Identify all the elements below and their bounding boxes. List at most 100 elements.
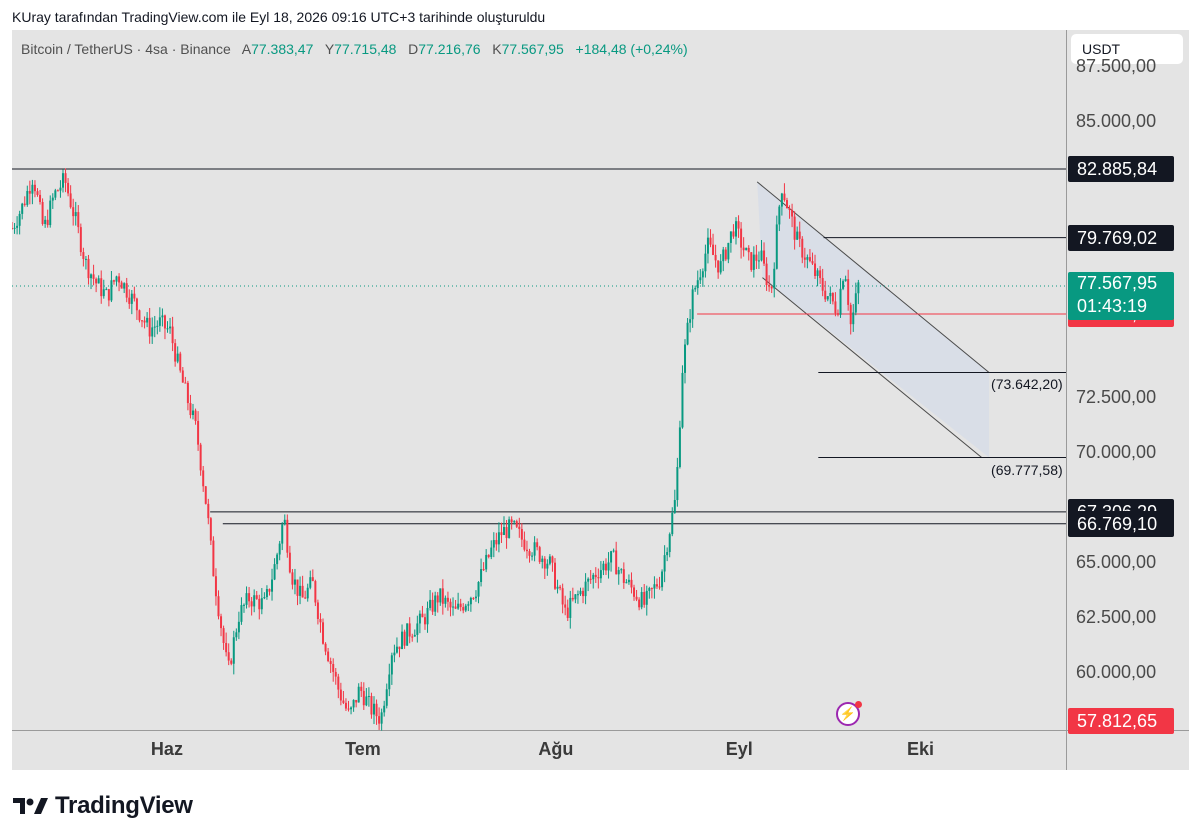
candle-body: [202, 470, 205, 487]
candle-body: [564, 604, 567, 608]
candle-body: [500, 532, 503, 536]
candle-body: [737, 221, 740, 229]
channel-target-label: (69.777,58): [991, 461, 1063, 478]
candle-body: [538, 547, 541, 562]
candle-body: [378, 716, 381, 724]
candle-body: [56, 190, 59, 192]
candle-body: [158, 317, 161, 326]
candle-body: [135, 298, 138, 311]
candle-body: [97, 278, 100, 284]
candle-body: [569, 597, 572, 618]
candle-body: [235, 632, 238, 638]
candle-body: [839, 288, 842, 315]
candle-body: [199, 444, 202, 471]
candle-body: [449, 601, 452, 608]
candle-body: [227, 652, 230, 661]
candle-body: [531, 555, 534, 557]
candle-body: [661, 571, 664, 588]
lightning-icon[interactable]: ⚡: [836, 701, 862, 726]
candle-body: [635, 596, 638, 600]
candle-body: [16, 225, 19, 228]
candle-body: [668, 534, 671, 553]
candle-body: [594, 574, 597, 578]
candle-body: [734, 221, 737, 237]
candle-body: [673, 500, 676, 513]
candle-body: [648, 588, 651, 591]
time-tick-label: Haz: [150, 739, 183, 759]
candle-body: [357, 686, 360, 703]
candle-body: [566, 607, 569, 618]
candle-body: [418, 613, 421, 624]
candle-body: [84, 258, 87, 260]
candle-body: [372, 703, 375, 715]
candle-body: [487, 554, 490, 557]
candle-body: [485, 554, 488, 570]
candle-body: [329, 661, 332, 664]
candle-body: [403, 631, 406, 646]
candle-body: [95, 278, 98, 284]
candle-body: [454, 606, 457, 609]
candle-body: [365, 696, 368, 706]
candle-body: [589, 578, 592, 580]
candle-body: [701, 271, 704, 278]
candle-body: [426, 607, 429, 625]
price-tick-label: 70.000,00: [1076, 441, 1157, 462]
candle-body: [383, 705, 386, 713]
candle-body: [533, 542, 536, 556]
candle-body: [520, 528, 523, 540]
candle-body: [505, 527, 508, 539]
candle-body: [370, 696, 373, 715]
candle-body: [752, 254, 755, 270]
candle-body: [64, 173, 67, 183]
candle-body: [849, 304, 852, 325]
price-level-badge: 66.769,10: [1068, 510, 1174, 537]
candle-body: [44, 219, 47, 225]
candle-body: [431, 599, 434, 612]
candle-body: [51, 197, 54, 201]
candle-body: [508, 519, 511, 539]
candle-body: [118, 276, 121, 283]
candle-body: [814, 263, 817, 276]
candle-body: [732, 231, 735, 237]
candle-body: [332, 663, 335, 672]
candle-body: [314, 581, 317, 603]
candle-body: [82, 252, 85, 259]
candle-body: [696, 280, 699, 289]
candle-body: [12, 228, 13, 230]
candle-body: [472, 597, 475, 599]
candle-body: [411, 636, 414, 638]
candle-body: [457, 603, 460, 609]
candle-body: [375, 703, 378, 717]
close-value: 77.567,95: [501, 41, 564, 57]
candle-body: [21, 203, 24, 214]
candle-body: [138, 310, 141, 321]
candle-body: [510, 519, 513, 523]
candle-body: [291, 572, 294, 585]
candle-body: [212, 540, 215, 577]
chart-plot[interactable]: [12, 30, 1189, 770]
candle-body: [395, 646, 398, 653]
candle-body: [194, 410, 197, 421]
candle-body: [385, 689, 388, 706]
candle-body: [819, 270, 822, 279]
candle-body: [316, 602, 319, 619]
candle-body: [464, 605, 467, 611]
candle-body: [778, 206, 781, 225]
candle-body: [645, 590, 648, 605]
chart-area[interactable]: [12, 30, 1189, 770]
time-tick-label: Tem: [345, 739, 381, 759]
open-label: A: [241, 41, 252, 57]
candle-body: [176, 353, 179, 362]
candle-body: [727, 242, 730, 260]
price-tick-label: 72.500,00: [1076, 386, 1157, 407]
candle-body: [390, 655, 393, 675]
candle-body: [633, 587, 636, 597]
candle-body: [90, 274, 93, 279]
currency-button[interactable]: USDT: [1071, 34, 1183, 64]
candle-body: [536, 542, 539, 548]
candle-body: [556, 586, 559, 589]
candle-body: [263, 597, 266, 599]
candle-body: [602, 563, 605, 571]
candle-body: [857, 282, 860, 294]
candle-body: [54, 190, 57, 198]
